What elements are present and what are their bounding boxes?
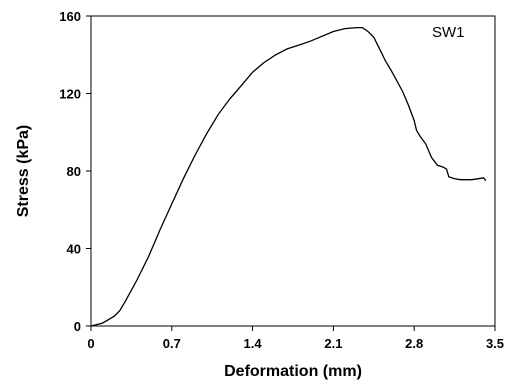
y-tick-label: 0 bbox=[74, 319, 81, 334]
x-axis-ticks: 0 0.7 1.4 2.1 2.8 3.5 bbox=[87, 326, 504, 351]
x-tick-label: 0 bbox=[87, 336, 94, 351]
x-tick-label: 2.8 bbox=[405, 336, 423, 351]
x-tick-label: 1.4 bbox=[244, 336, 263, 351]
y-tick-label: 40 bbox=[67, 242, 81, 257]
x-tick-label: 2.1 bbox=[324, 336, 342, 351]
y-tick-label: 120 bbox=[59, 87, 81, 102]
x-axis-title: Deformation (mm) bbox=[224, 363, 362, 380]
y-tick-label: 160 bbox=[59, 9, 81, 24]
x-tick-label: 0.7 bbox=[163, 336, 181, 351]
x-tick-label: 3.5 bbox=[486, 336, 504, 351]
stress-curve bbox=[90, 26, 487, 327]
y-tick-label: 80 bbox=[67, 164, 81, 179]
y-axis-ticks: 0 40 80 120 160 bbox=[59, 9, 91, 334]
y-axis-title: Stress (kPa) bbox=[15, 125, 32, 218]
series-annotation: SW1 bbox=[432, 24, 465, 41]
plot-area-frame bbox=[90, 15, 496, 327]
